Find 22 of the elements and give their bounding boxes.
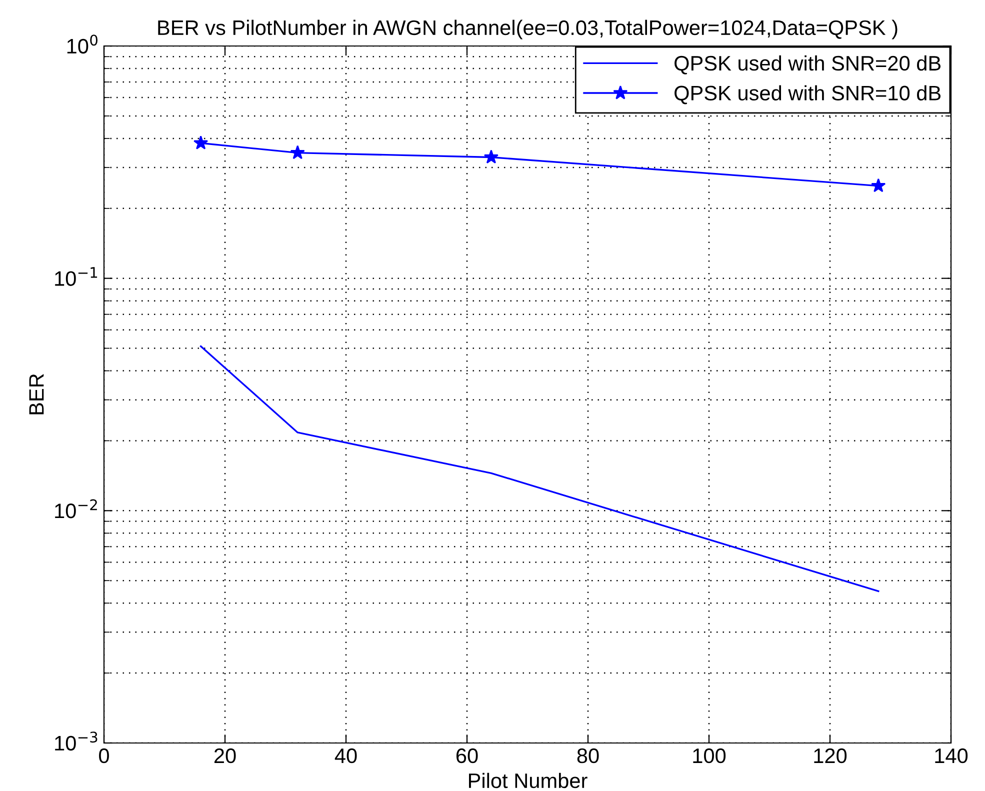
y-tick-label: 10$^{−1}$ bbox=[55, 267, 98, 286]
legend-label: QPSK used with SNR=20 dB bbox=[674, 55, 941, 74]
x-tick-label: 40 bbox=[334, 748, 357, 764]
legend-label: QPSK used with SNR=10 dB bbox=[674, 85, 941, 104]
x-tick-label: 0 bbox=[99, 748, 109, 764]
point bbox=[290, 145, 305, 160]
x-tick-label: 120 bbox=[814, 748, 847, 764]
x-tick-label: 60 bbox=[456, 748, 478, 764]
x-tick-label: 140 bbox=[935, 748, 968, 764]
point bbox=[871, 178, 886, 192]
x-axis-title: Pilot Number bbox=[469, 772, 588, 788]
x-tick-label: 20 bbox=[214, 748, 236, 764]
x-tick-label: 80 bbox=[577, 748, 599, 764]
chart-title: BER vs PilotNumber in AWGN channel(ee=0.03,TotalPower=1024,Data=QPSK ) bbox=[158, 20, 898, 40]
y-tick-label: 10$^{0}$ bbox=[67, 34, 98, 54]
point bbox=[484, 150, 498, 164]
line-series bbox=[200, 345, 880, 592]
point bbox=[194, 135, 208, 150]
y-tick-label: 10$^{−2}$ bbox=[55, 499, 97, 518]
y-axis-title: BER bbox=[29, 374, 44, 414]
x-tick-label: 100 bbox=[693, 748, 726, 764]
y-tick-label: 10$^{−3}$ bbox=[55, 732, 98, 751]
